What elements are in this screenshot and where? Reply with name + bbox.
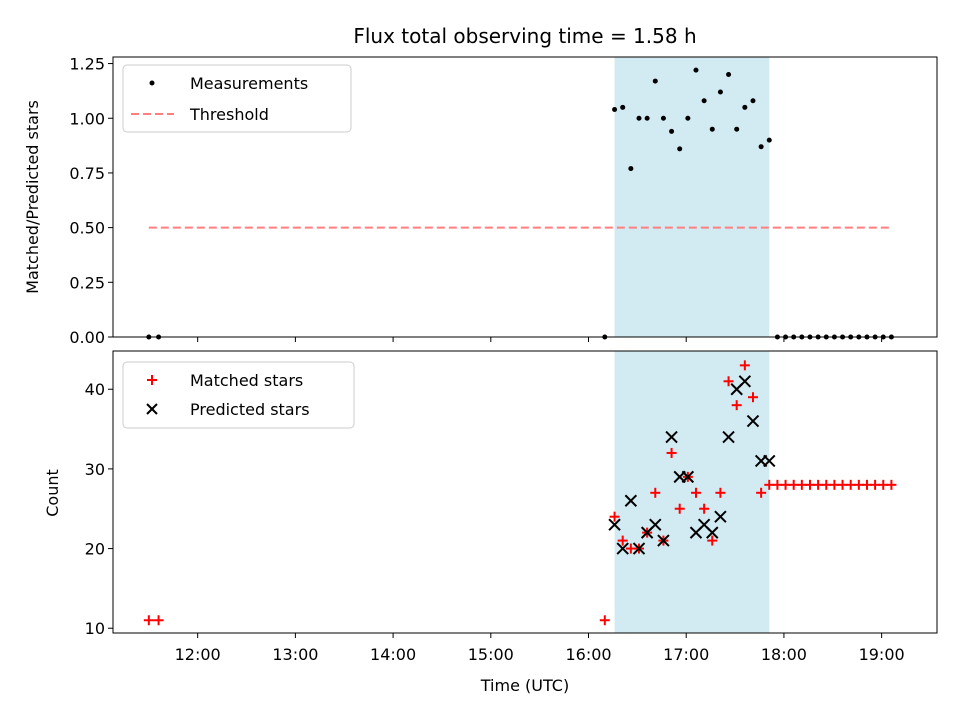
matched-star-point	[747, 392, 758, 403]
measurement-point	[628, 166, 634, 172]
top-panel: 0.00 0.25 0.50 0.75 1.00 1.25 Matched/Predict…	[23, 55, 938, 347]
predicted-stars-points	[608, 375, 776, 555]
measurement-point	[660, 115, 666, 121]
top-y-tick-label: 1.00	[69, 109, 105, 128]
predicted-star-point	[657, 534, 670, 547]
matched-stars-points	[143, 360, 897, 626]
top-y-tick-label: 0.00	[69, 328, 105, 347]
measurement-point	[677, 146, 683, 152]
measurement-point	[717, 89, 723, 95]
bottom-y-tick-label: 10	[85, 619, 105, 638]
matched-star-point	[886, 479, 897, 490]
bottom-axes-frame	[112, 350, 938, 634]
top-y-tick-label: 0.50	[69, 219, 105, 238]
legend-predicted-label: Predicted stars	[190, 400, 310, 419]
legend-measurements-marker	[149, 80, 155, 86]
measurement-point	[644, 115, 650, 121]
matched-star-point	[739, 360, 750, 371]
predicted-star-point	[632, 542, 646, 555]
top-y-tick-label: 1.25	[69, 55, 105, 74]
predicted-star-point	[722, 430, 735, 444]
matched-star-point	[650, 487, 661, 498]
measurement-point	[742, 104, 748, 110]
measurement-point	[726, 72, 732, 77]
bottom-y-tick-label: 20	[85, 540, 105, 559]
matched-star-point	[666, 447, 677, 458]
bottom-x-ticks: 12:00 13:00 14:00 15:00 16:00 17:00 18:00 19:00	[175, 633, 905, 664]
predicted-star-point	[738, 375, 752, 388]
top-axes-frame	[112, 56, 938, 338]
predicted-star-point	[616, 542, 629, 555]
legend-matched-label: Matched stars	[190, 371, 303, 390]
measurement-point	[693, 67, 699, 73]
predicted-star-point	[714, 510, 727, 523]
measurement-point	[709, 126, 715, 132]
measurement-point	[758, 144, 764, 150]
top-x-ticks	[197, 337, 883, 342]
x-tick-label: 18:00	[761, 645, 807, 664]
bottom-y-axis-label: Count	[43, 469, 62, 517]
measurement-point	[669, 128, 675, 134]
legend-measurements-label: Measurements	[190, 74, 308, 93]
matched-star-point	[731, 400, 742, 411]
bottom-y-tick-label: 40	[85, 380, 105, 399]
top-y-tick-label: 0.75	[69, 164, 105, 183]
matched-star-point	[715, 487, 726, 498]
x-tick-label: 13:00	[272, 645, 318, 664]
predicted-star-point	[763, 454, 776, 468]
matched-star-point	[143, 615, 154, 626]
legend-predicted-marker	[146, 403, 158, 415]
x-tick-label: 14:00	[370, 645, 416, 664]
measurement-point	[701, 98, 707, 104]
matched-star-point	[599, 615, 610, 626]
legend-matched-marker	[147, 375, 157, 385]
top-span-rect	[614, 57, 770, 337]
bottom-y-tick-label: 30	[85, 460, 105, 479]
matched-star-point	[707, 535, 718, 546]
measurement-point	[652, 78, 658, 84]
x-tick-label: 16:00	[565, 645, 611, 664]
top-legend: Measurements Threshold	[122, 64, 352, 133]
matched-star-point	[674, 503, 685, 514]
top-y-axis-label: Matched/Predicted stars	[23, 100, 42, 294]
x-tick-label: 17:00	[663, 645, 709, 664]
x-tick-label: 12:00	[175, 645, 221, 664]
x-tick-label: 19:00	[859, 645, 905, 664]
measurement-point	[685, 115, 691, 121]
matched-star-point	[617, 535, 628, 546]
measurement-point	[612, 107, 618, 112]
x-tick-label: 15:00	[468, 645, 514, 664]
matched-star-point	[690, 487, 701, 498]
predicted-star-point	[706, 526, 719, 539]
matched-star-point	[609, 511, 620, 522]
top-shaded-span	[614, 57, 770, 337]
measurement-point	[766, 137, 772, 143]
predicted-star-point	[608, 518, 621, 531]
x-axis-label: Time (UTC)	[480, 676, 569, 695]
top-y-tick-label: 0.25	[69, 273, 105, 292]
bottom-y-ticks: 10 20 30 40	[85, 380, 113, 638]
bottom-legend-box	[122, 361, 355, 429]
predicted-star-point	[624, 494, 638, 507]
measurement-point	[734, 126, 740, 132]
predicted-star-point	[649, 518, 662, 531]
matched-star-point	[153, 615, 164, 626]
measurement-point	[636, 115, 642, 121]
matched-star-point	[723, 376, 734, 387]
predicted-star-point	[746, 414, 760, 428]
top-legend-box	[122, 64, 352, 133]
bottom-legend: Matched stars Predicted stars	[122, 361, 355, 429]
matched-star-point	[699, 503, 710, 514]
predicted-star-point	[665, 430, 678, 444]
measurement-point	[620, 104, 626, 110]
legend-threshold-label: Threshold	[189, 105, 269, 124]
matched-star-point	[756, 487, 767, 498]
top-y-ticks: 0.00 0.25 0.50 0.75 1.00 1.25	[69, 55, 113, 347]
measurement-point	[750, 98, 756, 104]
predicted-star-point	[681, 470, 695, 484]
chart-title: Flux total observing time = 1.58 h	[353, 24, 696, 48]
